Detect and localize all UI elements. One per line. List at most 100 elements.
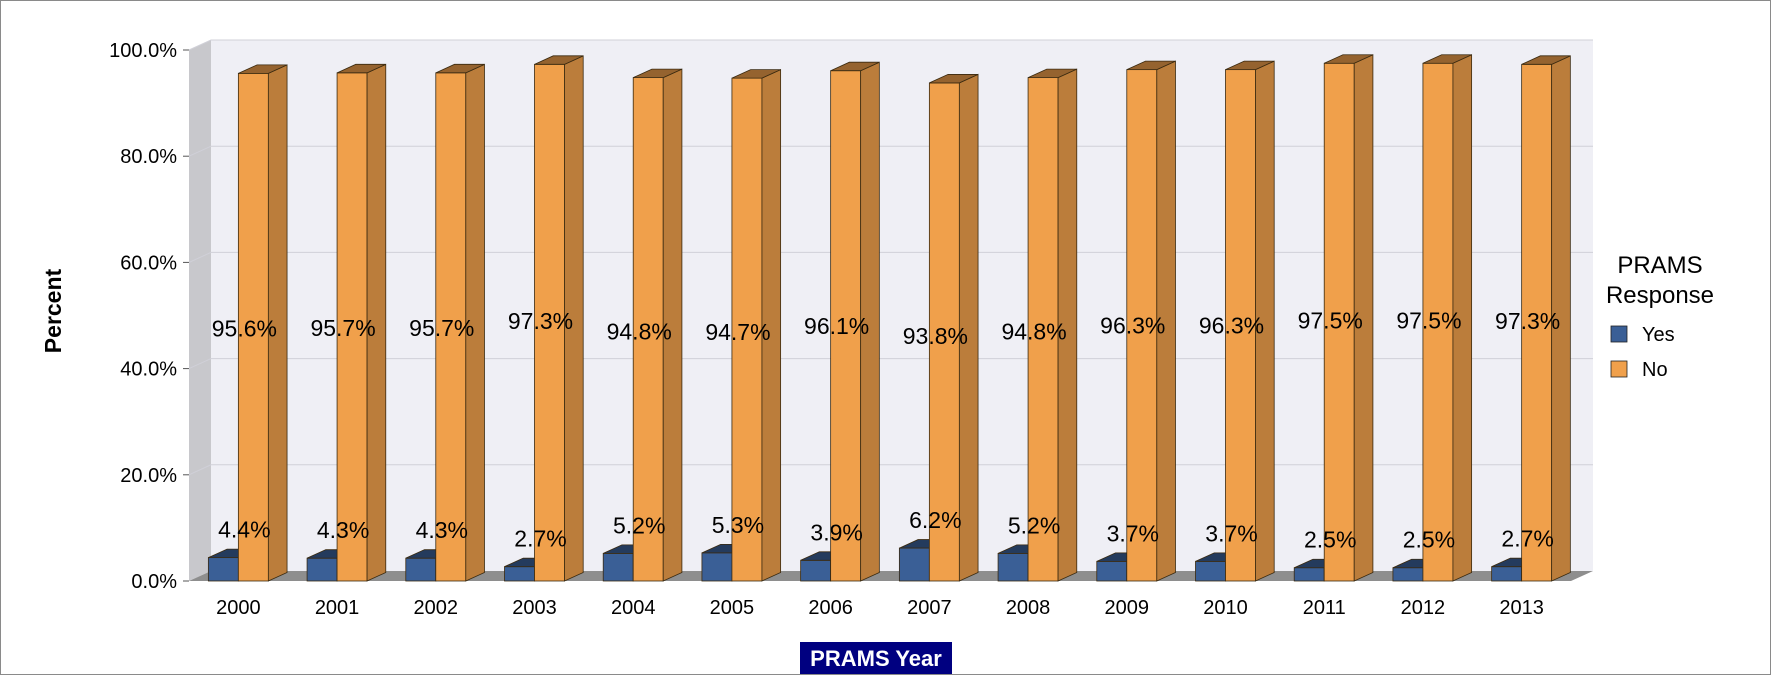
left-wall [189,40,211,581]
x-tick-label: 2005 [710,597,755,619]
data-label-yes: 2.7% [1501,526,1553,552]
x-tick-label: 2006 [808,597,853,619]
legend-swatch-yes [1610,325,1628,343]
data-label-no: 93.8% [903,323,968,349]
bar-no-top [731,69,781,79]
bar-no-front [632,77,664,582]
bar-yes-front [1293,567,1325,582]
x-tick-label: 2007 [907,597,952,619]
bar-no [534,55,584,582]
bar-yes-front [306,557,338,582]
data-label-yes: 5.2% [1008,512,1060,538]
legend-swatch-no [1610,360,1628,378]
x-tick-label: 2003 [512,597,557,619]
floor [189,571,1593,581]
bar-yes-front [800,559,832,582]
bar-no-front [731,77,763,582]
bar-no-top [1027,68,1077,79]
y-tick-label: 100.0% [109,40,177,62]
bar-yes-front [1096,560,1128,582]
bar-yes-front [997,552,1029,582]
gridline [188,39,1593,51]
bar-no [1126,60,1176,582]
bar-no-front [1126,69,1158,582]
data-label-no: 97.3% [1495,308,1560,334]
x-tick-label: 2010 [1203,597,1248,619]
bar-no [1225,60,1275,582]
bar-no-front [1323,62,1355,582]
bar-no-front [1027,77,1059,582]
back-wall [211,40,1593,571]
x-tick-label: 2011 [1303,597,1346,619]
bar-no-front [830,70,862,582]
x-tick-label: 2012 [1401,597,1446,619]
bar-yes-front [1195,560,1226,582]
plot-background [189,40,1593,581]
data-label-no: 96.3% [1199,312,1264,338]
bar-yes-front [1392,567,1424,582]
bar-yes-front [207,557,239,582]
data-label-no: 97.5% [1396,307,1461,333]
y-tick-label: 20.0% [120,465,177,487]
data-label-no: 94.8% [1001,319,1066,345]
data-label-yes: 4.3% [416,517,468,543]
data-label-no: 94.7% [705,319,770,345]
data-label-yes: 4.4% [218,517,270,543]
bar-no-top [633,68,683,79]
data-label-yes: 2.5% [1304,527,1356,553]
data-label-no: 97.5% [1298,307,1363,333]
data-label-no: 95.6% [212,315,277,341]
x-tick-label: 2013 [1499,597,1544,619]
bar-no-front [1225,69,1256,582]
y-tick-label: 0.0% [131,571,177,593]
bar-no-front [237,72,269,582]
bar-no-top [1521,55,1571,65]
legend: PRAMS Response Yes No [1606,252,1714,381]
bar-no-front [534,63,565,582]
data-label-yes: 6.2% [909,507,961,533]
data-label-yes: 4.3% [317,517,369,543]
bar-no-front [435,72,467,582]
bar-no [830,61,880,582]
bar-no-top [435,63,485,74]
x-axis-ticks: 2000 2001 2002 2003 2004 2005 2006 2007 2008 2009… [216,597,1544,619]
data-label-yes: 2.5% [1403,527,1455,553]
data-label-no: 97.3% [508,308,573,334]
bars [207,54,1571,582]
y-tick-label: 80.0% [120,146,177,168]
x-tick-label: 2004 [611,597,656,619]
bar-no-top [534,55,584,65]
bar-no-top [1422,54,1472,64]
bar-no [1027,68,1078,582]
x-tick-label: 2009 [1105,597,1150,619]
bar-no-top [929,74,979,84]
bar-yes-front [1491,566,1523,582]
bar-no-top [336,63,386,74]
bar-no-top [1324,54,1374,64]
legend-title-line1: PRAMS [1617,252,1702,279]
data-label-no: 95.7% [310,315,375,341]
bar-no-top [238,64,288,74]
bar-no [435,63,485,582]
bar-no-top [1225,60,1275,71]
data-label-no: 96.1% [804,313,869,339]
bar-no-front [1521,63,1553,582]
bar-no [237,64,288,582]
data-label-yes: 3.7% [1107,520,1159,546]
data-label-no: 95.7% [409,315,474,341]
bar-yes-front [405,557,437,582]
data-label-no: 94.8% [607,319,672,345]
data-label-yes: 5.3% [712,512,764,538]
bar-no-top [1126,60,1176,71]
bar-no-top [830,61,880,72]
data-label-yes: 2.7% [514,526,566,552]
legend-label-no: No [1642,359,1668,381]
bar-yes-front [504,566,535,582]
legend-label-yes: Yes [1642,324,1675,346]
y-axis-ticks: 0.0% 20.0% 40.0% 60.0% 80.0% 100.0% [109,40,189,593]
x-tick-label: 2001 [315,597,360,619]
y-axis-label: Percent [40,268,66,353]
bar-no [336,63,387,582]
